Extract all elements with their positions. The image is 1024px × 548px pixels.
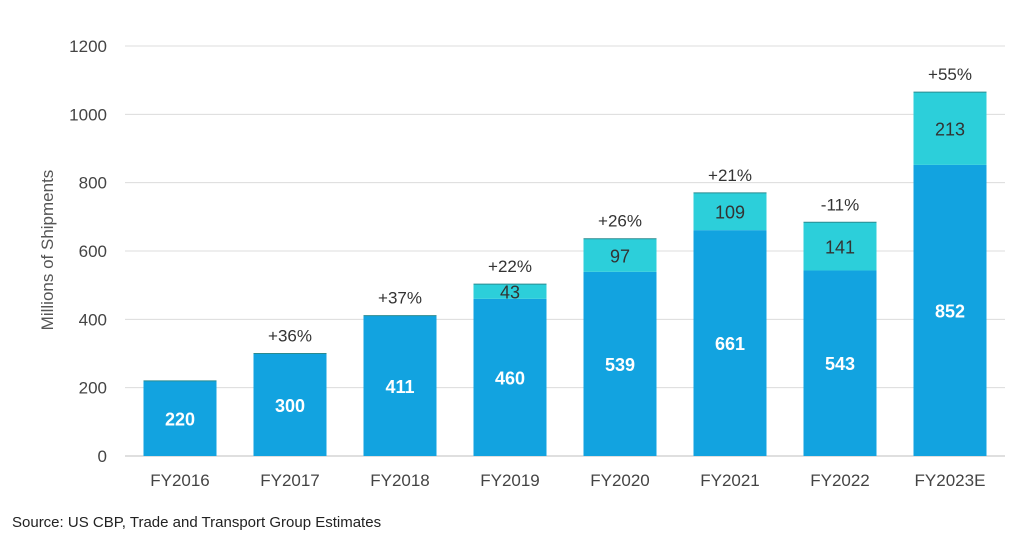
x-tick-label: FY2016: [150, 471, 210, 490]
x-tick-label: FY2022: [810, 471, 870, 490]
y-tick-label: 600: [79, 242, 107, 261]
x-tick-label: FY2017: [260, 471, 320, 490]
x-tick-label: FY2019: [480, 471, 540, 490]
y-axis-ticks: 0 200 400 600 800 1000 1200: [69, 37, 107, 466]
data-label-top: 141: [825, 237, 855, 257]
bar-segment-base: [583, 271, 657, 456]
bar-segment-base: [913, 164, 987, 456]
bar-segment-base: [803, 270, 877, 456]
y-tick-label: 800: [79, 174, 107, 193]
data-label-base: 661: [715, 334, 745, 354]
bar-segment-base: [143, 380, 217, 456]
bar-segment-top: [693, 192, 767, 231]
source-note: Source: US CBP, Trade and Transport Grou…: [12, 514, 382, 531]
growth-label: -11%: [821, 195, 859, 214]
bar-segment-base: [473, 298, 547, 456]
data-label-base: 539: [605, 355, 635, 375]
x-tick-label: FY2020: [590, 471, 650, 490]
y-tick-label: 1000: [69, 105, 107, 124]
growth-label: +55%: [928, 65, 972, 84]
bar-segment-top: [473, 284, 547, 299]
growth-label: +22%: [488, 257, 532, 276]
y-tick-label: 0: [98, 447, 107, 466]
data-label-base: 300: [275, 396, 305, 416]
data-label-base: 460: [495, 368, 525, 388]
bar-segment-base: [363, 315, 437, 456]
y-axis-title: Millions of Shipments: [38, 170, 57, 331]
x-axis-ticks: FY2016 FY2017 FY2018 FY2019 FY2020 FY2021 FY20…: [150, 471, 985, 490]
x-tick-label: FY2021: [700, 471, 760, 490]
growth-label: +21%: [708, 166, 752, 185]
bar-segment-top: [913, 92, 987, 165]
growth-label: +26%: [598, 212, 642, 231]
data-label-top: 43: [500, 282, 520, 302]
bar-segment-top: [803, 222, 877, 271]
data-labels: 220 300 +36% 411 +37% 460 43 +22% 539 97 +26% 661 10…: [165, 65, 972, 429]
growth-label: +36%: [268, 327, 312, 346]
x-tick-label: FY2018: [370, 471, 430, 490]
bar-segment-base: [693, 230, 767, 456]
data-label-base: 220: [165, 409, 195, 429]
bar-segment-base: [253, 353, 327, 456]
data-label-base: 543: [825, 354, 855, 374]
bar-segment-top: [583, 238, 657, 272]
x-tick-label: FY2023E: [915, 471, 986, 490]
y-tick-label: 400: [79, 310, 107, 329]
data-label-base: 411: [385, 377, 414, 397]
y-tick-label: 200: [79, 379, 107, 398]
y-tick-label: 1200: [69, 37, 107, 56]
data-label-base: 852: [935, 301, 965, 321]
data-label-top: 213: [935, 120, 965, 140]
data-label-top: 97: [610, 246, 630, 266]
growth-label: +37%: [378, 289, 422, 308]
bars: [143, 91, 987, 456]
data-label-top: 109: [715, 203, 745, 223]
